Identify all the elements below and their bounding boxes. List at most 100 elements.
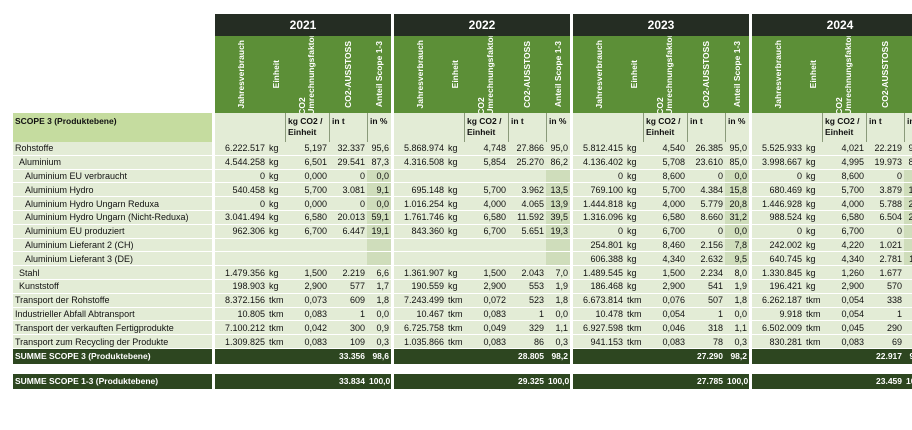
share-value: 0,0	[367, 169, 391, 184]
emission-value: 609	[329, 293, 367, 308]
factor-value: 0,045	[822, 321, 866, 336]
factor-value: 1,500	[643, 266, 687, 280]
unit-value	[446, 169, 464, 184]
emission-value: 2.219	[329, 266, 367, 280]
emission-value: 329	[508, 321, 546, 336]
unit-empty	[267, 113, 285, 142]
column-spacer	[391, 210, 394, 225]
sum-empty	[573, 373, 687, 389]
share-value: 85,1	[904, 155, 912, 170]
column-spacer	[391, 183, 394, 198]
emission-value: 26.385	[687, 142, 725, 156]
column-spacer	[570, 36, 573, 113]
table-row: Aluminium Hydro 540.458 kg 5,700 3.081 9,1 695…	[13, 183, 912, 198]
unit-value: tkm	[804, 307, 822, 322]
emission-value: 6.447	[329, 224, 367, 239]
share-value: 0,0	[904, 169, 912, 184]
emission-value: 1	[866, 307, 904, 322]
consumption-value: 5.812.415	[573, 142, 625, 156]
consumption-value: 1.489.545	[573, 266, 625, 280]
share-value: 7,1	[904, 266, 912, 280]
factor-value: 0,054	[822, 307, 866, 322]
unit-value: kg	[267, 210, 285, 225]
column-spacer	[570, 224, 573, 239]
column-spacer	[570, 348, 573, 364]
emission-value: 8.660	[687, 210, 725, 225]
column-spacer	[749, 224, 752, 239]
sum-emission: 27.785	[687, 373, 725, 389]
einheit-header-text: Einheit	[270, 60, 281, 89]
sum-share: 100,0	[904, 373, 912, 389]
jahresverbrauch-header: Jahresverbrauch	[215, 36, 267, 113]
table-row: Aluminium Hydro Ungarn Reduxa 0 kg 0,000 0 0,…	[13, 197, 912, 211]
consumption-value: 830.281	[752, 335, 804, 349]
sum-empty	[394, 348, 508, 364]
column-spacer	[570, 266, 573, 280]
column-spacer	[570, 197, 573, 211]
share-value	[546, 252, 570, 267]
consumption-value: 198.903	[215, 279, 267, 294]
consumption-value: 843.360	[394, 224, 446, 239]
co2-factor-header-text: Umrechnungsfaktor	[843, 36, 853, 113]
column-spacer	[570, 238, 573, 253]
column-spacer	[570, 373, 573, 389]
factor-value: 4,000	[464, 197, 508, 211]
einheit-header-text: Einheit	[807, 60, 818, 89]
co2-factor-header: CO2 Umrechnungsfaktor	[464, 36, 508, 113]
row-label: Transport der verkauften Fertigprodukte	[13, 321, 212, 336]
column-spacer	[749, 36, 752, 113]
factor-value: 2,900	[643, 279, 687, 294]
consumption-value: 0	[215, 169, 267, 184]
jahresverbrauch-header-text: Jahresverbrauch	[414, 40, 425, 109]
table-row: Transport zum Recycling der Produkte 1.30…	[13, 335, 912, 349]
factor-value: 6,700	[464, 224, 508, 239]
consumption-value: 5.525.933	[752, 142, 804, 156]
anteil-unit: in %	[904, 113, 912, 142]
factor-value: 0,076	[643, 293, 687, 308]
factor-value: 5,700	[464, 183, 508, 198]
sum-emission: 29.325	[508, 373, 546, 389]
column-spacer	[391, 373, 394, 389]
emission-value: 3.081	[329, 183, 367, 198]
column-spacer	[391, 169, 394, 184]
unit-value: kg	[804, 210, 822, 225]
share-value: 0,3	[904, 335, 912, 349]
factor-value: 0,046	[643, 321, 687, 336]
share-value: 0,0	[904, 307, 912, 322]
emission-value: 1.677	[866, 266, 904, 280]
share-value: 27,7	[904, 210, 912, 225]
row-label: Stahl	[13, 266, 212, 280]
column-spacer	[749, 266, 752, 280]
factor-value	[464, 252, 508, 267]
consumption-value: 7.243.499	[394, 293, 446, 308]
consumption-value: 0	[215, 197, 267, 211]
unit-value: kg	[804, 224, 822, 239]
emissions-table-container: 2021 2022 2023 2024 Jahresverbrauch Einheit CO…	[13, 14, 912, 389]
consumption-value: 695.148	[394, 183, 446, 198]
emission-value: 3.962	[508, 183, 546, 198]
column-spacer	[391, 279, 394, 294]
unit-value: tkm	[267, 321, 285, 336]
consumption-value: 6.927.598	[573, 321, 625, 336]
unit-value: tkm	[446, 335, 464, 349]
scope-3-total-row: SUMME SCOPE 3 (Produktebene) 33.356 98,6 28…	[13, 348, 912, 364]
table-row: Aluminium Hydro Ungarn (Nicht-Reduxa) 3.0…	[13, 210, 912, 225]
unit-value: kg	[267, 197, 285, 211]
share-value: 1,8	[367, 293, 391, 308]
column-spacer	[212, 224, 215, 239]
unit-value: kg	[267, 155, 285, 170]
share-value: 24,7	[904, 197, 912, 211]
einheit-header: Einheit	[446, 36, 464, 113]
share-value: 86,2	[546, 155, 570, 170]
sum-emission: 27.290	[687, 348, 725, 364]
unit-value: tkm	[267, 335, 285, 349]
share-value: 0,0	[725, 169, 749, 184]
column-spacer	[212, 142, 215, 156]
factor-value: 0,054	[643, 307, 687, 322]
table-row: Stahl 1.479.356 kg 1,500 2.219 6,6 1.361.907 kg…	[13, 266, 912, 280]
factor-unit: kg CO2 / Einheit	[285, 113, 329, 142]
unit-value: tkm	[804, 335, 822, 349]
column-spacer	[391, 113, 394, 142]
row-label: Aluminium Hydro	[13, 183, 212, 198]
column-spacer	[570, 183, 573, 198]
